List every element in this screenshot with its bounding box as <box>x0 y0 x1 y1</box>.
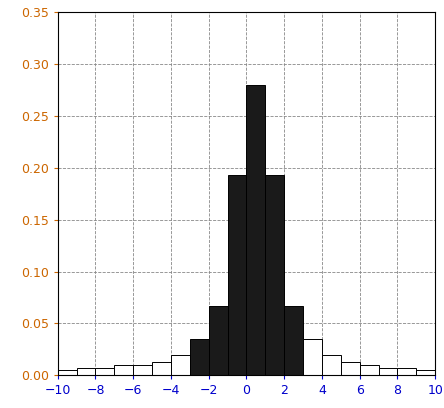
Bar <box>360 365 378 375</box>
Bar <box>133 365 152 375</box>
Bar <box>76 368 95 375</box>
Bar <box>246 85 265 375</box>
Bar <box>378 368 397 375</box>
Bar <box>95 368 114 375</box>
Bar <box>303 339 322 375</box>
Bar <box>284 306 303 375</box>
Bar <box>416 370 435 375</box>
Bar <box>171 355 190 375</box>
Bar <box>58 370 76 375</box>
Bar <box>227 175 246 375</box>
Bar <box>397 368 416 375</box>
Bar <box>341 362 360 375</box>
Bar <box>265 175 284 375</box>
Bar <box>209 306 227 375</box>
Bar <box>152 362 171 375</box>
Bar <box>114 365 133 375</box>
Bar <box>190 339 209 375</box>
Bar <box>322 355 341 375</box>
